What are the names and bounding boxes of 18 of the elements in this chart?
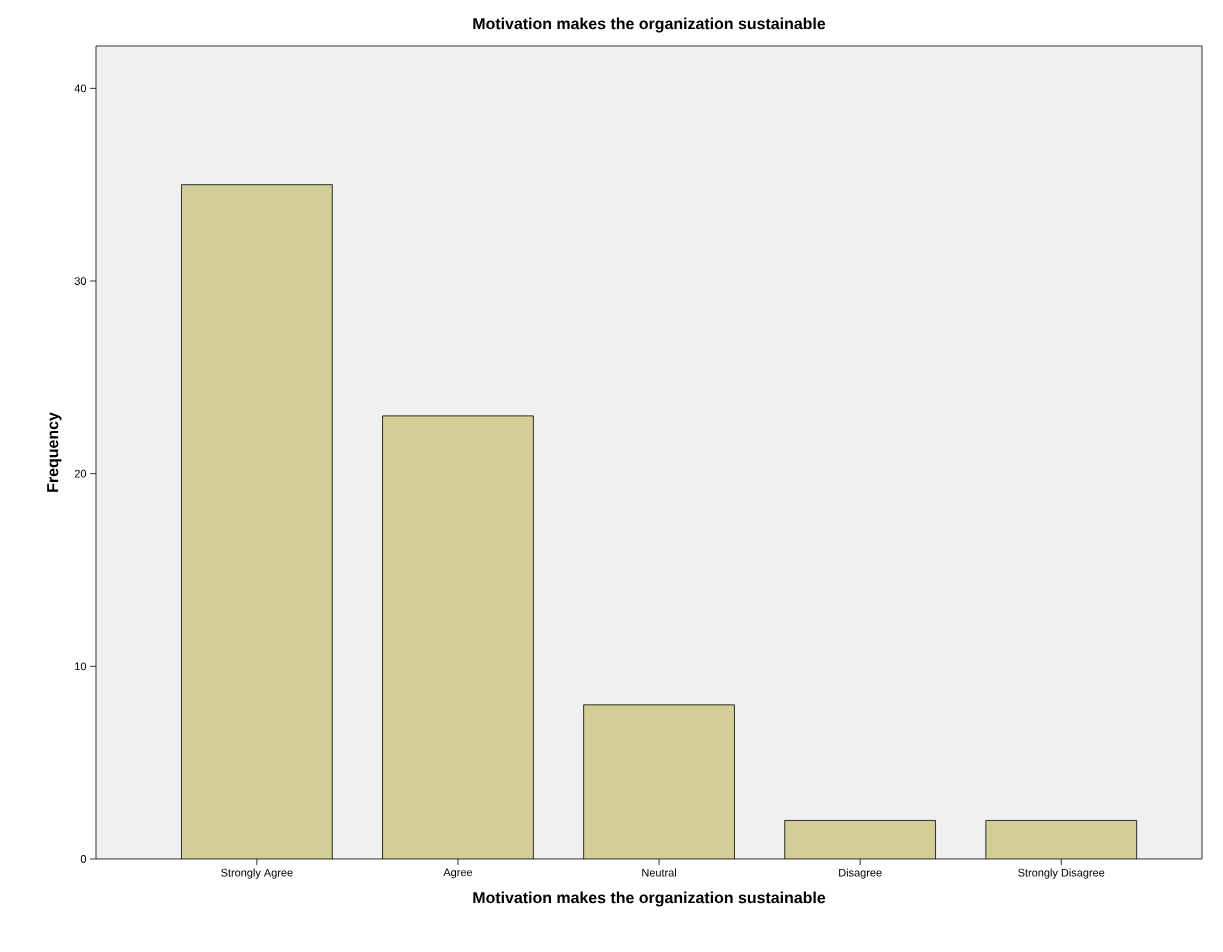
y-tick-label: 10 xyxy=(75,662,87,671)
bar xyxy=(181,184,333,859)
bar xyxy=(784,820,936,859)
x-axis-title: Motivation makes the organization sustainable xyxy=(473,891,826,907)
bar xyxy=(583,704,735,859)
y-tick-label: 30 xyxy=(74,277,87,285)
x-tick-label: Neutral xyxy=(642,868,676,877)
y-tick-label: 20 xyxy=(74,469,87,478)
bar xyxy=(985,820,1138,859)
y-tick-label: 0 xyxy=(80,855,87,863)
x-tick-label: Agree xyxy=(443,868,473,879)
x-tick-label: Strongly Agree xyxy=(221,868,293,879)
bar xyxy=(382,415,534,859)
y-tick-label: 40 xyxy=(74,84,87,93)
chart-title: Motivation makes the organization sustainable xyxy=(473,17,826,33)
x-tick-label: Disagree xyxy=(839,868,882,879)
x-tick-label: Strongly Disagree xyxy=(1018,868,1105,879)
y-axis-title: Frequency xyxy=(47,412,62,492)
